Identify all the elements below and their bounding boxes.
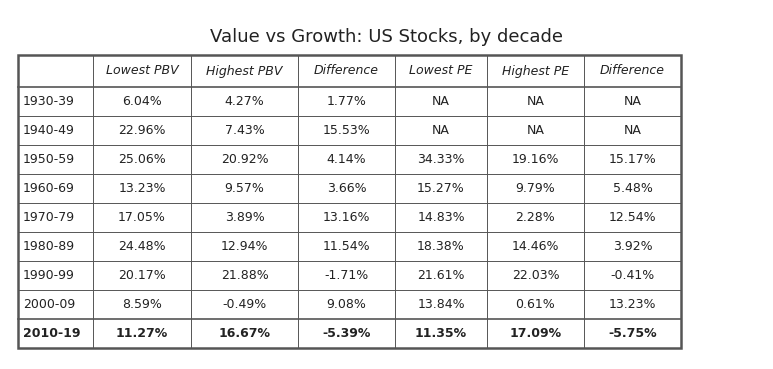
Text: 34.33%: 34.33% [417,153,465,166]
Bar [18,55,681,348]
Text: 22.03%: 22.03% [512,269,560,282]
Text: 13.23%: 13.23% [609,298,656,311]
Text: -0.41%: -0.41% [611,269,655,282]
Text: 1960-69: 1960-69 [23,182,75,195]
Text: Highest PE: Highest PE [502,65,569,77]
Text: 15.53%: 15.53% [322,124,370,137]
Text: 11.54%: 11.54% [322,240,370,253]
Text: 15.27%: 15.27% [417,182,465,195]
Text: 21.61%: 21.61% [417,269,465,282]
Text: 1940-49: 1940-49 [23,124,75,137]
Text: 1980-89: 1980-89 [23,240,75,253]
Text: 18.38%: 18.38% [417,240,465,253]
Text: 3.66%: 3.66% [327,182,366,195]
Text: Highest PBV: Highest PBV [206,65,283,77]
Text: NA: NA [624,124,642,137]
Text: 19.16%: 19.16% [512,153,559,166]
Text: 11.35%: 11.35% [415,327,467,340]
Text: 9.79%: 9.79% [516,182,555,195]
Text: NA: NA [526,124,544,137]
Text: 7.43%: 7.43% [225,124,264,137]
Text: 17.05%: 17.05% [118,211,166,224]
Text: 13.16%: 13.16% [323,211,370,224]
Text: Difference: Difference [600,65,665,77]
Text: 12.94%: 12.94% [221,240,268,253]
Text: 16.67%: 16.67% [219,327,271,340]
Text: -5.39%: -5.39% [322,327,371,340]
Text: -1.71%: -1.71% [325,269,369,282]
Text: 12.54%: 12.54% [608,211,656,224]
Text: 1930-39: 1930-39 [23,95,75,108]
Text: -5.75%: -5.75% [608,327,657,340]
Text: 9.57%: 9.57% [225,182,264,195]
Text: 1.77%: 1.77% [326,95,366,108]
Text: 20.92%: 20.92% [220,153,268,166]
Text: 9.08%: 9.08% [326,298,366,311]
Text: 15.17%: 15.17% [608,153,656,166]
Text: NA: NA [624,95,642,108]
Text: 22.96%: 22.96% [118,124,165,137]
Text: 8.59%: 8.59% [122,298,162,311]
Text: 13.84%: 13.84% [417,298,465,311]
Text: 4.14%: 4.14% [327,153,366,166]
Text: 6.04%: 6.04% [122,95,162,108]
Text: 14.46%: 14.46% [512,240,559,253]
Text: 2.28%: 2.28% [516,211,555,224]
Text: 2000-09: 2000-09 [23,298,75,311]
Text: Lowest PE: Lowest PE [410,65,472,77]
Text: 21.88%: 21.88% [220,269,268,282]
Text: 13.23%: 13.23% [118,182,165,195]
Text: 17.09%: 17.09% [509,327,561,340]
Text: 5.48%: 5.48% [612,182,652,195]
Text: Value vs Growth: US Stocks, by decade: Value vs Growth: US Stocks, by decade [210,28,563,46]
Text: NA: NA [432,124,450,137]
Text: 14.83%: 14.83% [417,211,465,224]
Text: -0.49%: -0.49% [223,298,267,311]
Text: NA: NA [526,95,544,108]
Text: 3.92%: 3.92% [613,240,652,253]
Text: 0.61%: 0.61% [516,298,555,311]
Text: Difference: Difference [314,65,379,77]
Text: 4.27%: 4.27% [225,95,264,108]
Text: 11.27%: 11.27% [116,327,168,340]
Text: 1970-79: 1970-79 [23,211,75,224]
Text: 3.89%: 3.89% [225,211,264,224]
Text: 20.17%: 20.17% [118,269,166,282]
Text: 24.48%: 24.48% [118,240,166,253]
Text: 1990-99: 1990-99 [23,269,75,282]
Text: 1950-59: 1950-59 [23,153,75,166]
Text: 2010-19: 2010-19 [23,327,80,340]
Text: NA: NA [432,95,450,108]
Text: 25.06%: 25.06% [118,153,166,166]
Text: Lowest PBV: Lowest PBV [106,65,179,77]
